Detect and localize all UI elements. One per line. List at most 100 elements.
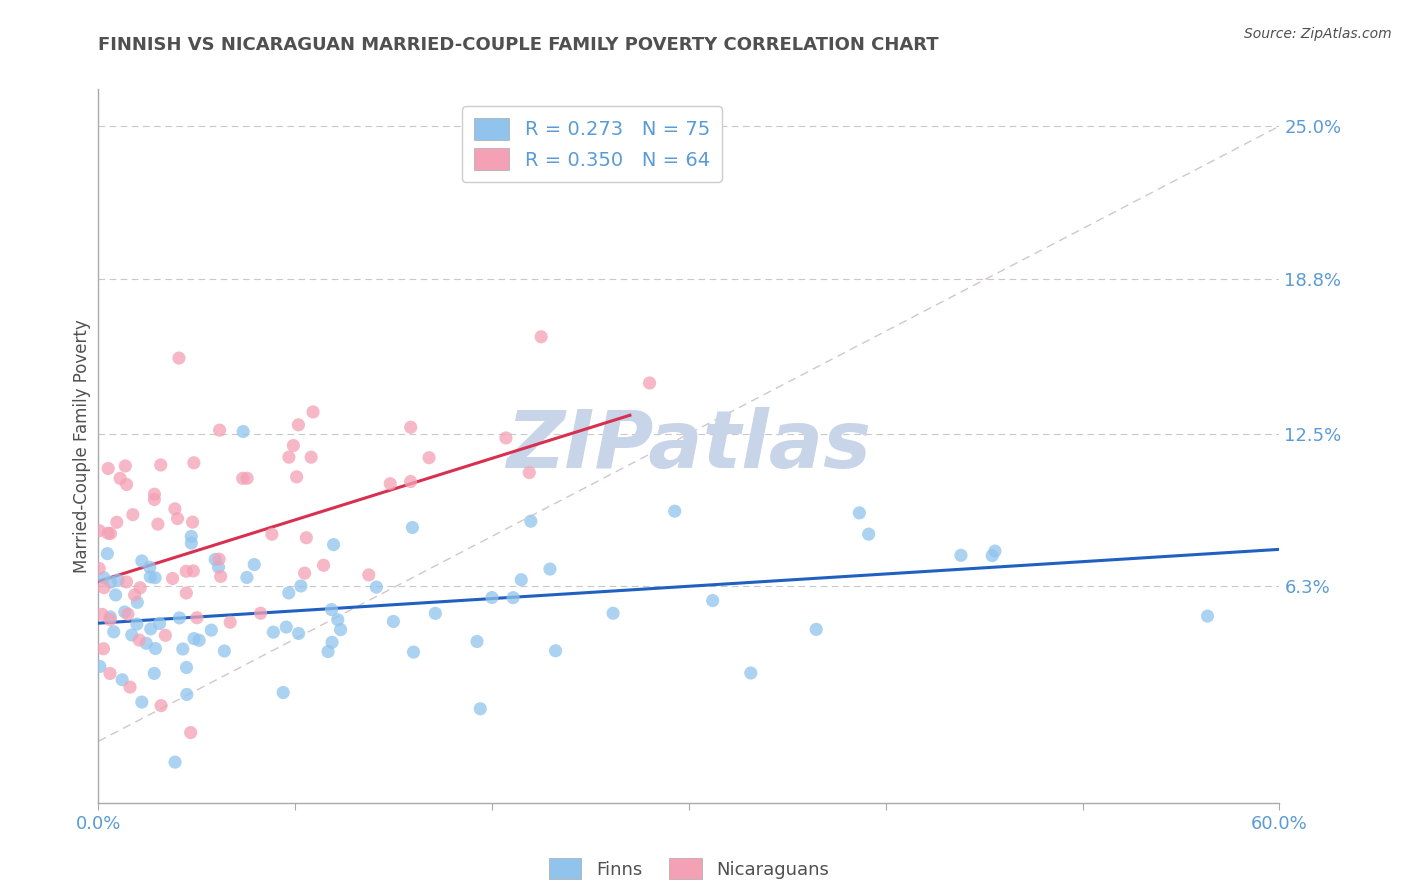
Point bbox=[165, 755, 187, 769]
Point bbox=[402, 645, 425, 659]
Point bbox=[105, 515, 128, 529]
Point bbox=[1197, 609, 1219, 624]
Point bbox=[183, 632, 205, 646]
Point bbox=[949, 549, 972, 563]
Y-axis label: Married-Couple Family Poverty: Married-Couple Family Poverty bbox=[73, 319, 91, 573]
Point bbox=[139, 560, 162, 574]
Point bbox=[517, 466, 540, 480]
Point bbox=[294, 566, 316, 581]
Point bbox=[131, 554, 153, 568]
Point bbox=[243, 558, 266, 572]
Point bbox=[174, 564, 197, 578]
Point bbox=[166, 511, 188, 525]
Point bbox=[287, 417, 309, 432]
Point bbox=[465, 634, 488, 648]
Point bbox=[93, 581, 115, 595]
Point bbox=[139, 622, 162, 636]
Point bbox=[128, 633, 150, 648]
Point bbox=[638, 376, 661, 390]
Point bbox=[664, 504, 686, 518]
Point bbox=[214, 644, 236, 658]
Point bbox=[89, 524, 111, 538]
Point bbox=[188, 633, 211, 648]
Point bbox=[100, 575, 122, 590]
Point bbox=[295, 531, 318, 545]
Point bbox=[232, 425, 254, 439]
Point bbox=[180, 725, 202, 739]
Point bbox=[135, 636, 157, 650]
Point bbox=[150, 698, 173, 713]
Point bbox=[181, 564, 204, 578]
Point bbox=[180, 536, 202, 550]
Point bbox=[143, 492, 166, 507]
Point bbox=[114, 458, 136, 473]
Point bbox=[148, 616, 170, 631]
Point bbox=[104, 588, 127, 602]
Point bbox=[380, 476, 402, 491]
Point bbox=[276, 620, 298, 634]
Point bbox=[125, 617, 148, 632]
Point bbox=[176, 660, 198, 674]
Point bbox=[277, 586, 299, 600]
Point bbox=[530, 330, 553, 344]
Point bbox=[169, 611, 191, 625]
Point bbox=[107, 574, 129, 588]
Point bbox=[321, 635, 343, 649]
Point bbox=[495, 431, 517, 445]
Point bbox=[129, 581, 152, 595]
Point bbox=[100, 526, 122, 541]
Point bbox=[299, 450, 322, 465]
Point bbox=[399, 475, 422, 489]
Point bbox=[180, 529, 202, 543]
Point bbox=[236, 570, 259, 584]
Point bbox=[155, 628, 177, 642]
Text: ZIPatlas: ZIPatlas bbox=[506, 407, 872, 485]
Point bbox=[502, 591, 524, 605]
Point bbox=[249, 606, 271, 620]
Point bbox=[131, 695, 153, 709]
Point bbox=[271, 685, 294, 699]
Point bbox=[167, 351, 190, 365]
Point bbox=[401, 520, 423, 534]
Point bbox=[98, 610, 121, 624]
Point bbox=[176, 586, 198, 600]
Point bbox=[98, 613, 121, 627]
Point bbox=[984, 544, 1007, 558]
Point bbox=[176, 688, 198, 702]
Point bbox=[115, 574, 138, 589]
Point bbox=[207, 560, 229, 574]
Point bbox=[538, 562, 561, 576]
Point bbox=[172, 642, 194, 657]
Point bbox=[127, 595, 149, 609]
Point bbox=[121, 508, 143, 522]
Point bbox=[366, 580, 388, 594]
Point bbox=[139, 570, 162, 584]
Point bbox=[283, 439, 305, 453]
Point bbox=[208, 552, 231, 566]
Point bbox=[848, 506, 870, 520]
Point bbox=[858, 527, 880, 541]
Point bbox=[329, 623, 352, 637]
Point bbox=[209, 569, 232, 583]
Point bbox=[163, 501, 186, 516]
Point bbox=[232, 471, 254, 485]
Point bbox=[702, 593, 724, 607]
Point bbox=[96, 547, 118, 561]
Point bbox=[181, 515, 204, 529]
Point bbox=[316, 644, 339, 658]
Legend: Finns, Nicaraguans: Finns, Nicaraguans bbox=[541, 851, 837, 887]
Text: FINNISH VS NICARAGUAN MARRIED-COUPLE FAMILY POVERTY CORRELATION CHART: FINNISH VS NICARAGUAN MARRIED-COUPLE FAM… bbox=[98, 36, 939, 54]
Point bbox=[806, 623, 828, 637]
Point bbox=[183, 456, 205, 470]
Point bbox=[544, 644, 567, 658]
Point bbox=[981, 549, 1004, 563]
Point bbox=[219, 615, 242, 630]
Point bbox=[98, 666, 121, 681]
Point bbox=[143, 487, 166, 501]
Point bbox=[97, 526, 120, 541]
Point bbox=[260, 527, 283, 541]
Point bbox=[146, 517, 169, 532]
Point bbox=[111, 673, 134, 687]
Point bbox=[97, 461, 120, 475]
Point bbox=[399, 420, 422, 434]
